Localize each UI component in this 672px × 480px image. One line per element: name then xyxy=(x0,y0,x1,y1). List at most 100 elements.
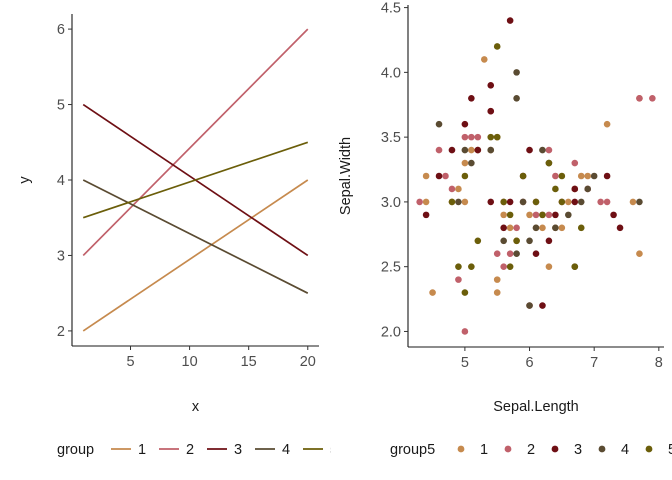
legend-label-2: 2 xyxy=(527,442,535,458)
scatter-point-group-4 xyxy=(487,146,495,154)
line-chart-legend: group 1 2 3 4 5 xyxy=(57,442,331,458)
scatter-point-group-5 xyxy=(532,198,540,206)
scatter-point-group-5 xyxy=(545,159,553,167)
scatter-point-group-2 xyxy=(442,172,449,180)
y-tick-label: 2.0 xyxy=(381,324,401,340)
scatter-point-group-1 xyxy=(558,224,566,232)
scatter-point-group-3 xyxy=(468,94,475,102)
scatter-point-group-5 xyxy=(455,263,462,270)
x-axis-title: x xyxy=(192,399,200,415)
y-axis-title: y xyxy=(17,176,33,184)
scatter-point-group-1 xyxy=(526,211,533,219)
scatter-point-group-1 xyxy=(603,120,611,128)
scatter-point-group-3 xyxy=(539,302,546,309)
legend-key-4 xyxy=(598,445,606,453)
scatter-point-group-2 xyxy=(416,198,423,206)
scatter-point-group-2 xyxy=(571,159,579,167)
series-line-4 xyxy=(82,179,309,294)
scatter-point-group-2 xyxy=(513,224,520,232)
scatter-point-group-5 xyxy=(461,172,469,180)
x-tick-label: 5 xyxy=(461,355,469,371)
scatter-point-group-5 xyxy=(558,172,566,180)
y-tick-label: 5 xyxy=(57,98,65,114)
scatter-point-group-1 xyxy=(539,224,546,232)
scatter-point-group-3 xyxy=(506,17,514,24)
scatter-point-group-1 xyxy=(422,172,430,180)
legend-key-5 xyxy=(645,445,653,453)
scatter-point-group-5 xyxy=(558,198,566,206)
legend-label-1: 1 xyxy=(138,442,146,458)
series-line-5 xyxy=(82,141,309,219)
y-tick-label: 3.0 xyxy=(381,195,401,211)
scatter-point-group-1 xyxy=(500,211,507,219)
scatter-point-group-2 xyxy=(493,250,501,258)
legend-label-3: 3 xyxy=(234,442,242,458)
scatter-point-group-5 xyxy=(493,43,501,50)
scatter-point-group-4 xyxy=(461,146,469,154)
scatter-point-group-2 xyxy=(448,185,456,193)
scatter-point-group-4 xyxy=(500,237,507,245)
scatter-point-group-1 xyxy=(493,276,501,283)
y-tick-label: 6 xyxy=(57,22,65,38)
scatter-point-group-3 xyxy=(474,146,482,154)
scatter-point-group-2 xyxy=(461,328,469,335)
scatter-point-group-4 xyxy=(584,185,592,193)
scatter-point-group-2 xyxy=(461,133,469,141)
scatter-point-group-5 xyxy=(474,237,482,245)
legend-key-3 xyxy=(551,445,559,453)
scatter-point-group-5 xyxy=(513,237,520,245)
scatter-point-group-4 xyxy=(636,198,643,206)
x-tick-label: 20 xyxy=(300,354,316,370)
x-tick-label: 6 xyxy=(525,355,533,371)
scatter-point-group-2 xyxy=(636,94,643,102)
scatter-point-group-2 xyxy=(552,172,559,180)
scatter-point-group-5 xyxy=(577,224,585,232)
scatter-point-group-5 xyxy=(552,185,559,193)
scatter-point-group-5 xyxy=(448,198,456,206)
scatter-point-group-3 xyxy=(487,107,495,115)
legend-label-5: 5 xyxy=(668,442,672,458)
scatter-point-group-3 xyxy=(422,211,430,219)
x-axis-title: Sepal.Length xyxy=(493,399,578,415)
series-line-2 xyxy=(82,28,309,257)
legend-label-4: 4 xyxy=(621,442,629,458)
scatter-point-group-4 xyxy=(526,302,533,309)
scatter-point-group-1 xyxy=(461,198,469,206)
scatter-point-group-3 xyxy=(545,237,553,245)
scatter-point-group-1 xyxy=(429,289,436,296)
scatter-point-group-1 xyxy=(455,185,462,193)
scatter-point-group-1 xyxy=(493,289,501,296)
scatter-point-group-5 xyxy=(571,263,579,270)
legend-title: group5 xyxy=(390,442,435,458)
legend-key-1 xyxy=(457,445,465,453)
scatter-point-group-1 xyxy=(422,198,430,206)
scatter-point-group-3 xyxy=(461,120,469,128)
y-axis-title: Sepal.Width xyxy=(338,137,354,215)
scatter-chart-legend: group5 1 2 3 4 5 xyxy=(390,442,672,458)
x-tick-label: 15 xyxy=(241,354,257,370)
scatter-point-group-4 xyxy=(519,198,527,206)
scatter-point-group-1 xyxy=(629,198,637,206)
x-tick-label: 7 xyxy=(590,355,598,371)
scatter-point-group-4 xyxy=(455,198,462,206)
legend-label-2: 2 xyxy=(186,442,194,458)
x-tick-label: 5 xyxy=(126,354,134,370)
scatter-point-group-5 xyxy=(461,289,469,296)
scatter-point-group-3 xyxy=(526,146,533,154)
scatter-point-group-3 xyxy=(448,146,456,154)
scatter-point-group-2 xyxy=(545,211,553,219)
scatter-point-group-1 xyxy=(577,172,585,180)
y-tick-label: 4 xyxy=(57,173,65,189)
scatter-point-group-2 xyxy=(435,146,443,154)
legend-label-3: 3 xyxy=(574,442,582,458)
scatter-point-group-2 xyxy=(649,94,656,102)
scatter-point-group-4 xyxy=(468,159,475,167)
scatter-point-group-4 xyxy=(539,146,546,154)
scatter-point-group-1 xyxy=(636,250,643,258)
x-tick-label: 8 xyxy=(655,355,663,371)
scatter-point-group-3 xyxy=(552,211,559,219)
x-tick-label: 10 xyxy=(182,354,198,370)
scatter-point-group-5 xyxy=(493,133,501,141)
scatter-chart-panel: 5 6 7 8 2.0 2.5 3.0 3.5 4.0 4.5 Sepal.Length Sepal.… xyxy=(338,1,664,415)
